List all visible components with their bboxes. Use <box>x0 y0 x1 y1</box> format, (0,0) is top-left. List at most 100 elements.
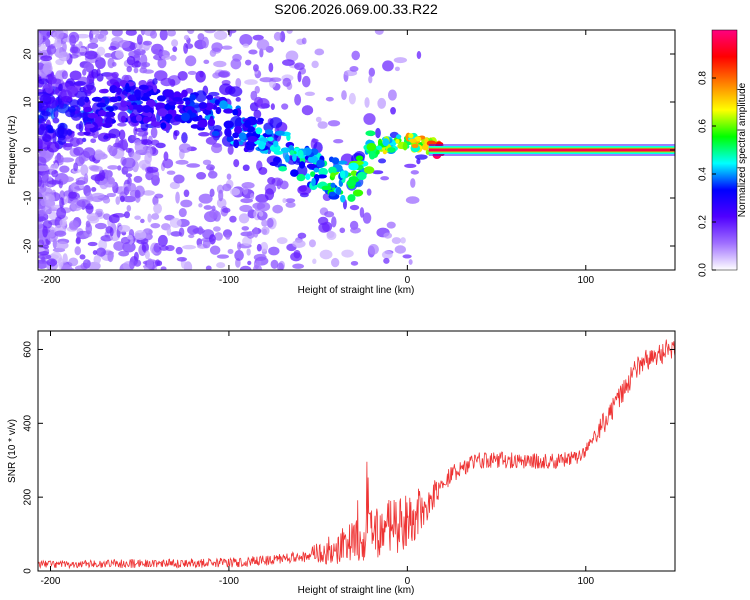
spectrogram-noise-blob <box>368 243 379 255</box>
spectrogram-noise-blob <box>248 49 258 55</box>
spectrogram-noise-blob <box>301 105 314 116</box>
spectrogram-noise-blob <box>377 97 387 109</box>
snr-ticks: -200 -100 0 100 0 200 400 600 <box>23 331 675 587</box>
spectrogram-noise-blob <box>198 193 213 204</box>
spectrogram-ridge-blob <box>297 149 304 159</box>
spectrogram-noise-blob <box>173 174 185 184</box>
spectrogram-ridge-blob <box>307 155 319 164</box>
spectrogram-noise-blob <box>297 71 302 83</box>
spectrogram-ridge-blob <box>164 113 173 121</box>
spectrogram-noise-blob <box>234 250 244 261</box>
spectrogram-noise-blob <box>341 249 354 258</box>
spectrogram-noise-blob <box>216 198 227 209</box>
spectrogram-noise-blob <box>380 176 390 181</box>
spectrogram-noise-blob <box>118 129 126 141</box>
spectrogram-noise-blob <box>108 45 117 51</box>
spectrogram-ridge-blob <box>142 116 152 123</box>
spectrogram-noise-blob <box>256 39 270 51</box>
spectrogram-ridge-blob <box>142 105 151 113</box>
spectrogram-ridge-blob <box>131 104 141 110</box>
spectrogram-ridge-blob <box>190 102 195 108</box>
spectrogram-noise-blob <box>400 237 406 244</box>
spectrogram-noise-blob <box>89 37 99 44</box>
spectrogram-noise-blob <box>350 227 361 234</box>
spectrogram-ytick-label: -10 <box>23 190 34 205</box>
spectrogram-ridge-blob <box>280 147 290 153</box>
spectrogram-noise-blob <box>331 216 337 228</box>
spectrogram-noise-blob <box>281 103 289 110</box>
spectrogram-noise-blob <box>239 265 252 270</box>
spectrogram-noise-blob <box>213 124 222 132</box>
spectrogram-noise-blob <box>87 42 99 49</box>
spectrogram-noise-blob <box>282 77 292 87</box>
spectrogram-noise-blob <box>126 205 132 212</box>
spectrogram-noise-blob <box>324 211 335 218</box>
spectrogram-noise-blob <box>140 218 145 224</box>
spectrogram-ridge-blob <box>156 95 167 102</box>
spectrogram-noise-blob <box>144 152 152 164</box>
snr-series-line <box>38 339 675 570</box>
spectrogram-noise-blob <box>374 30 384 35</box>
spectrogram-noise-blob <box>44 141 53 146</box>
spectrogram-ridge-blob <box>258 141 266 150</box>
spectrogram-ridge-blob <box>316 174 328 179</box>
spectrogram-ridge-blob <box>215 106 222 115</box>
spectrogram-ridge-blob <box>274 130 285 136</box>
colorbar-gradient <box>711 29 738 271</box>
spectrogram-noise-blob <box>89 165 103 172</box>
spectrogram-noise-blob <box>62 253 68 266</box>
spectrogram-noise-blob <box>42 62 53 75</box>
spectrogram-ridge-blob <box>108 106 114 112</box>
spectrogram-ridge-blob <box>330 172 336 178</box>
spectrogram-noise-blob <box>292 239 306 248</box>
spectrogram-noise-blob <box>87 241 98 247</box>
spectrogram-ridge-blob <box>318 167 328 176</box>
spectrogram-noise-blob <box>83 173 89 184</box>
spectrogram-noise-blob <box>282 59 295 66</box>
snr-xtick-label: -100 <box>219 576 239 587</box>
spectrogram-noise-blob <box>256 201 271 212</box>
spectrogram-noise-blob <box>294 94 302 106</box>
spectrogram-noise-blob <box>239 204 253 213</box>
spectrogram-noise-blob <box>94 33 105 39</box>
spectrogram-noise-blob <box>69 137 80 148</box>
colorbar-tick-label: 0.2 <box>698 215 709 229</box>
spectrogram-noise-blob <box>134 229 147 241</box>
spectrogram-noise-blob <box>68 257 79 267</box>
spectrogram-noise-blob <box>217 70 231 78</box>
spectrogram-noise-blob <box>393 57 408 64</box>
spectrogram-noise-blob <box>187 30 195 34</box>
spectrogram-noise-blob <box>94 222 107 230</box>
snr-x-label: Height of straight line (km) <box>298 585 415 596</box>
spectrogram-noise-blob <box>133 259 142 267</box>
spectrogram-noise-blob <box>38 118 47 124</box>
spectrogram-noise-blob <box>79 254 86 260</box>
spectrogram-ridge-blob <box>172 97 183 102</box>
spectrogram-noise-blob <box>82 68 87 76</box>
spectrogram-noise-blob <box>59 197 64 209</box>
spectrogram-noise-blob <box>69 34 77 47</box>
spectrogram-noise-blob <box>153 49 160 55</box>
spectrogram-noise-blob <box>75 180 86 186</box>
spectrogram-noise-blob <box>172 46 178 52</box>
spectrogram-noise-blob <box>195 70 206 83</box>
spectrogram-noise-blob <box>157 234 168 247</box>
spectrogram-noise-blob <box>118 224 131 233</box>
spectrogram-noise-blob <box>134 215 141 220</box>
spectrogram-noise-blob <box>38 250 50 256</box>
spectrogram-ridge-blob <box>226 129 232 138</box>
spectrogram-ridge-blob <box>104 111 116 118</box>
spectrogram-noise-blob <box>368 67 376 77</box>
spectrogram-noise-blob <box>85 223 93 235</box>
spectrogram-noise-blob <box>226 173 232 180</box>
spectrogram-noise-blob <box>202 159 212 166</box>
spectrogram-noise-blob <box>126 65 132 73</box>
spectrogram-ytick-label: -20 <box>23 238 34 253</box>
spectrogram-noise-blob <box>317 121 328 129</box>
spectrogram-noise-blob <box>405 196 420 204</box>
spectrogram-ridge-blob <box>267 136 274 142</box>
spectrogram-noise-blob <box>239 33 253 46</box>
spectrogram-noise-blob <box>153 242 161 253</box>
spectrogram-noise-blob <box>41 111 51 117</box>
spectrogram-noise-blob <box>38 259 48 269</box>
